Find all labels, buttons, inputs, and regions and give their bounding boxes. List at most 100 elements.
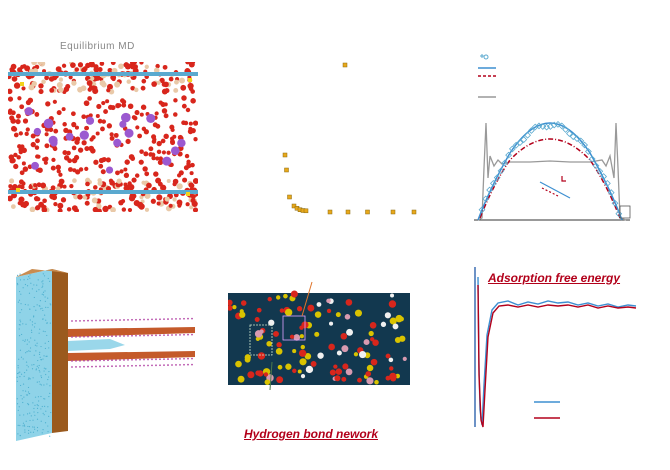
channel-ion — [171, 364, 173, 366]
silica-atom — [36, 182, 42, 188]
silica-atom — [190, 198, 196, 204]
water-dot — [36, 342, 38, 344]
ion — [170, 146, 180, 156]
water-dot — [24, 429, 26, 431]
channel-ion — [107, 365, 109, 368]
decay-point — [284, 167, 289, 173]
silica-atom — [126, 79, 131, 84]
silica-atom — [42, 198, 47, 204]
water-dot — [32, 426, 34, 428]
silica-atom — [185, 202, 190, 207]
water-oxygen — [56, 110, 62, 116]
channel-ion — [107, 319, 109, 322]
water-oxygen — [93, 159, 99, 165]
channel-ion — [131, 334, 133, 337]
density-profile-panel — [470, 48, 640, 230]
profile-marker — [516, 139, 524, 146]
water-oxygen — [81, 114, 87, 120]
silica-atom — [176, 199, 183, 206]
water-dot — [44, 422, 47, 424]
silica-atom — [108, 178, 114, 183]
water-oxygen — [134, 173, 140, 178]
water-dot — [33, 411, 35, 413]
water-dot — [42, 318, 44, 320]
channel-ion — [103, 359, 105, 362]
water-dot — [18, 290, 21, 293]
channel-ion — [123, 319, 125, 321]
channel-ion — [71, 336, 73, 338]
ion — [85, 116, 95, 125]
silica-atom — [38, 83, 44, 89]
water-oxygen — [56, 169, 61, 174]
water-dot — [24, 339, 27, 341]
hbond-atom — [334, 375, 341, 382]
water-oxygen — [144, 171, 150, 177]
water-dot — [27, 432, 30, 434]
water-dot — [46, 383, 48, 385]
silica-atom — [85, 62, 91, 69]
silica-atom — [172, 197, 177, 202]
profile-marker — [478, 206, 486, 214]
adsorption-plot — [474, 267, 637, 428]
silica-atom — [105, 185, 112, 192]
channel-ion — [123, 359, 125, 361]
water-dot — [40, 420, 42, 422]
water-oxygen — [127, 103, 134, 110]
silica-atom — [38, 89, 44, 95]
water-dot — [26, 394, 29, 396]
water-dot — [30, 431, 32, 433]
decay-scatter-plot — [282, 62, 417, 215]
channel-ion — [147, 318, 149, 321]
water-dot — [45, 306, 47, 308]
silica-atom — [55, 186, 61, 191]
channel-ions — [71, 317, 193, 368]
silica-atom — [40, 182, 47, 189]
silica-atom — [68, 75, 73, 80]
water-dot — [23, 375, 25, 377]
water-oxygen — [121, 99, 127, 105]
hbond-atom — [357, 377, 362, 383]
channel-ion — [87, 319, 89, 322]
water-dot — [42, 273, 44, 275]
water-dot — [29, 308, 31, 310]
silica-atom — [28, 184, 33, 190]
silica-atom — [139, 62, 144, 65]
water-oxygen — [101, 100, 106, 106]
silica-atom — [17, 184, 22, 189]
silica-atom — [127, 181, 132, 186]
profile-marker — [486, 186, 493, 194]
silica-atom — [33, 183, 38, 188]
channel-plate-lower — [68, 351, 195, 361]
hbond-atom — [353, 352, 359, 357]
hbond-atom — [363, 339, 370, 346]
profile-legend — [478, 54, 496, 98]
water-dot — [19, 319, 21, 321]
water-dot — [50, 411, 52, 414]
water-dot — [49, 385, 51, 387]
water-oxygen — [10, 157, 16, 164]
silica-atom — [189, 205, 194, 210]
water-oxygen — [140, 104, 147, 110]
water-dot — [38, 353, 41, 355]
water-oxygen — [185, 107, 191, 113]
water-oxygen — [134, 110, 140, 116]
channel-ion — [139, 318, 141, 321]
profile-marker — [524, 131, 531, 139]
profile-marker — [577, 137, 585, 145]
water-dot — [44, 405, 46, 407]
profile-marker — [501, 159, 509, 167]
hbond-atom — [389, 317, 397, 325]
water-oxygen — [84, 126, 89, 131]
silica-atom — [87, 87, 92, 92]
legend-diamond-marker — [483, 54, 489, 60]
water-dot — [33, 407, 35, 410]
water-dot — [24, 340, 26, 342]
channel-ion — [123, 335, 125, 337]
silica-atom — [99, 62, 105, 66]
water-oxygen — [186, 159, 191, 164]
silica-atom — [49, 87, 55, 93]
water-dot — [47, 277, 49, 280]
silica-atom — [65, 83, 71, 90]
profile-marker — [528, 127, 535, 134]
silica-atom — [110, 62, 116, 66]
